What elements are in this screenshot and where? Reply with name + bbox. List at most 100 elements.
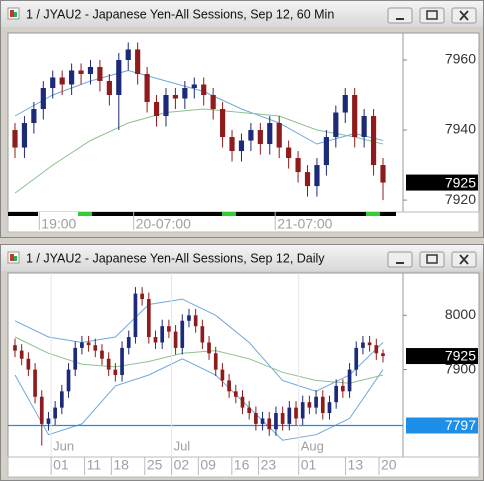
candle-body (229, 137, 235, 152)
candle-body (314, 165, 320, 187)
candle-body (247, 407, 252, 414)
window-button[interactable] (419, 251, 445, 268)
candle-body (21, 123, 28, 148)
indicator-line (14, 108, 384, 194)
candle-body (274, 413, 278, 430)
candle-body (39, 396, 44, 424)
candle-body (354, 347, 359, 370)
candle-body (286, 147, 292, 159)
candle-body (370, 116, 377, 166)
candle-body (167, 326, 171, 332)
candle-body (276, 123, 282, 148)
x-tick-label: 09 (200, 457, 216, 473)
candle-body (304, 172, 311, 187)
candle-body (347, 369, 352, 392)
candle-body (46, 418, 51, 424)
plot-area (7, 32, 404, 213)
y-tick-label: 7960 (445, 51, 476, 67)
y-tick-label: 7900 (445, 360, 476, 376)
candle-body (120, 347, 124, 376)
candle-body (267, 123, 273, 145)
candle-body (367, 342, 372, 346)
candle-body (193, 315, 198, 327)
candle-body (341, 385, 345, 392)
candle-body (320, 396, 325, 414)
y-tick-label: 8000 (445, 306, 476, 322)
candle-body (40, 87, 46, 110)
candle-body (13, 345, 17, 351)
x-tick-label: 21-07:00 (277, 216, 332, 232)
candle-body (133, 293, 138, 338)
candle-body (173, 331, 178, 348)
candle-body (257, 130, 263, 145)
button-glyph (459, 254, 469, 265)
indicator-line (14, 298, 384, 392)
candle-body (327, 402, 332, 414)
last-price-label: 7925 (445, 174, 476, 190)
candle-body (106, 358, 111, 370)
candle-body (125, 49, 131, 60)
candle-body (33, 369, 37, 397)
plot-area (7, 272, 404, 458)
x-tick-label: 18 (113, 457, 129, 473)
candle-body (361, 116, 367, 138)
candle-body (146, 299, 151, 338)
candle-body (219, 109, 226, 138)
candle-body (126, 337, 131, 348)
x-tick-label: 16 (234, 457, 250, 473)
window-icon-green (14, 12, 17, 17)
x-tick-label: 20-07:00 (136, 216, 191, 232)
session-strip (78, 212, 92, 216)
candle-body (59, 77, 65, 85)
candle-body (213, 353, 218, 370)
last-price-box (406, 174, 478, 191)
month-label: Aug (301, 438, 324, 453)
candle-body (220, 369, 225, 381)
button-glyph (426, 10, 438, 20)
candle-body (207, 342, 211, 354)
y-tick-label: 7940 (445, 121, 476, 137)
candle-body (187, 315, 191, 321)
session-strip (236, 212, 366, 216)
y-tick-label: 7920 (445, 191, 476, 207)
candle-body (267, 418, 272, 430)
candle-body (307, 402, 312, 408)
candle-body (254, 413, 258, 424)
candle-body (374, 345, 379, 354)
candle-body (66, 369, 71, 392)
candle-body (153, 337, 158, 343)
candle-body (135, 49, 141, 74)
candle-body (361, 342, 365, 348)
candle-body (191, 84, 197, 88)
window-button[interactable] (387, 251, 413, 268)
window-button[interactable] (419, 7, 445, 24)
candle-body (233, 391, 238, 397)
candle-body (87, 66, 94, 74)
candle-body (352, 95, 358, 138)
candle-body (260, 418, 265, 424)
candle-body (144, 73, 150, 103)
candle-body (210, 95, 216, 110)
candle-body (113, 369, 118, 376)
hline-price-label: 7797 (445, 417, 476, 433)
candle-body (86, 342, 91, 346)
session-strip (366, 212, 380, 216)
candle-body (73, 347, 78, 370)
month-label: Jun (53, 438, 74, 453)
candle-body (69, 70, 75, 85)
candle-body (100, 350, 104, 359)
candle-body (59, 391, 64, 408)
candle-body (295, 158, 301, 173)
last-price-box (406, 348, 478, 365)
candle-body (50, 77, 56, 88)
candle-body (182, 87, 188, 99)
window-icon-red (10, 10, 14, 17)
x-tick-label: 13 (348, 457, 364, 473)
candle-body (153, 102, 160, 117)
session-strip (8, 212, 38, 216)
candle-body (26, 358, 31, 370)
candle-body (116, 59, 122, 96)
candle-body (201, 84, 207, 96)
window-button[interactable] (387, 7, 413, 24)
candle-body (240, 396, 245, 408)
